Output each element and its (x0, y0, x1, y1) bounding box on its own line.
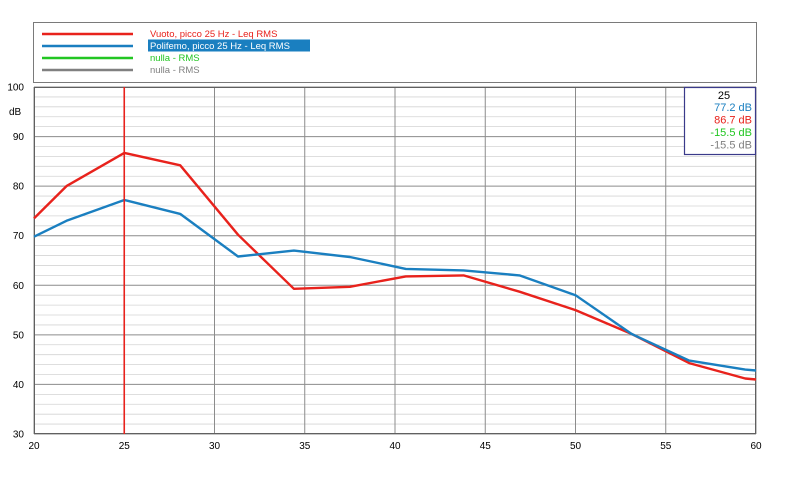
x-tick-label: 40 (389, 441, 401, 452)
x-tick-label: 45 (480, 441, 492, 452)
y-axis: 30 40 50 60 70 80 90 100 (7, 83, 24, 441)
x-tick-label: 20 (28, 441, 40, 452)
cursor-readout-value: 77.2 dB (714, 102, 752, 114)
y-tick-label: 60 (13, 281, 25, 292)
plot-frame (34, 87, 756, 434)
x-tick-label: 60 (750, 441, 762, 452)
legend-box (33, 22, 757, 83)
plot-area (33, 86, 757, 435)
cursor-readout-value: 86.7 dB (714, 115, 752, 127)
x-tick-label: 50 (570, 441, 582, 452)
y-tick-label: 50 (13, 330, 25, 341)
x-tick-label: 55 (660, 441, 672, 452)
cursor-readout-box (683, 86, 757, 156)
x-tick-label: 35 (299, 441, 311, 452)
legend-label: nulla - RMS (150, 53, 200, 64)
legend-label: nulla - RMS (150, 65, 200, 76)
cursor-readout-value: -15.5 dB (710, 127, 752, 139)
y-tick-label: 90 (13, 132, 25, 143)
y-unit-label: dB (9, 107, 22, 118)
y-tick-label: 40 (13, 380, 25, 391)
legend-label: Polifemo, picco 25 Hz - Leq RMS (150, 41, 290, 52)
cursor-readout-value: -15.5 dB (710, 140, 752, 152)
y-tick-label: 100 (7, 83, 24, 94)
cursor-readout-header: 25 (718, 90, 730, 102)
x-axis: 20 25 30 35 40 45 50 55 60 (28, 441, 762, 452)
y-tick-label: 70 (13, 231, 25, 242)
y-tick-label: 80 (13, 182, 25, 193)
series-line (33, 198, 757, 372)
y-tick-label: 30 (13, 430, 25, 441)
x-tick-label: 25 (119, 441, 131, 452)
legend-label: Vuoto, picco 25 Hz - Leq RMS (150, 29, 277, 40)
x-tick-label: 30 (209, 441, 221, 452)
series-line (33, 151, 757, 381)
legend-highlight (148, 39, 310, 52)
